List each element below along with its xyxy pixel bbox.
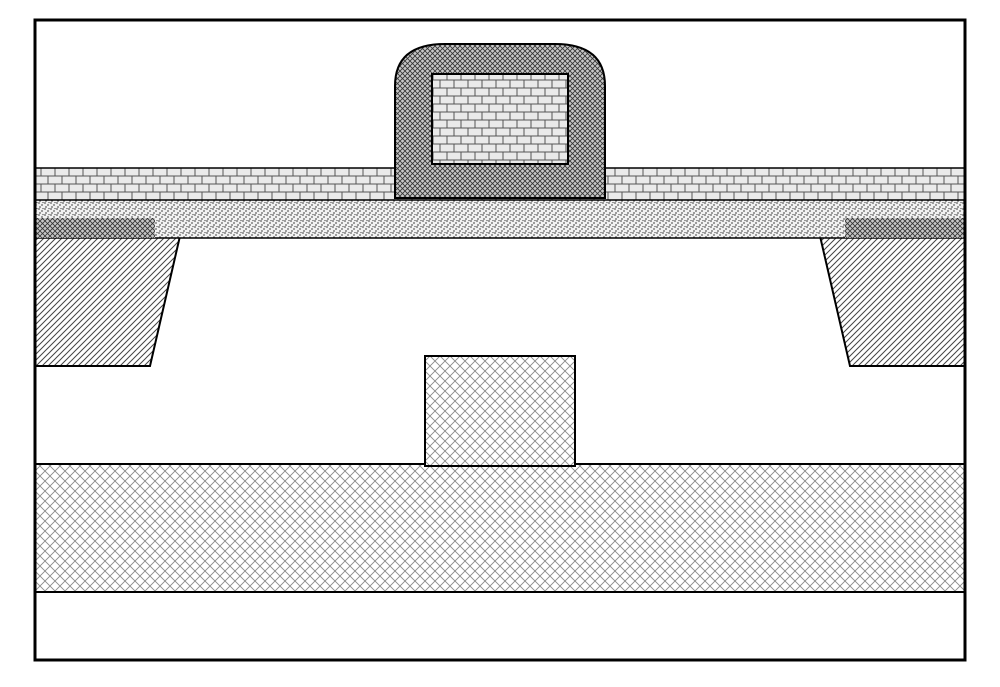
diagram-svg <box>20 16 980 666</box>
semiconductor-cross-section <box>20 16 980 671</box>
